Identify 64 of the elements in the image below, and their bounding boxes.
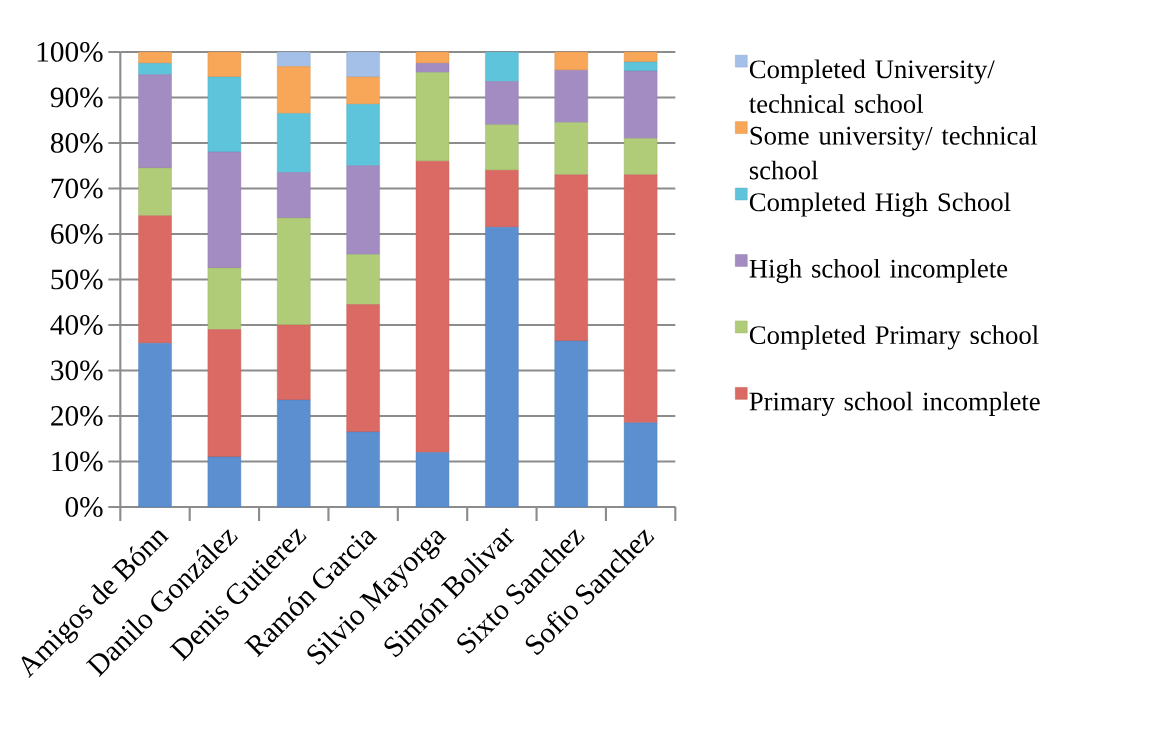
legend-label: High school incomplete: [749, 258, 1008, 284]
legend-label: Primary school incomplete: [749, 391, 1040, 417]
bar: [138, 63, 172, 75]
bar: [277, 113, 311, 173]
y-tick-label: 30%: [51, 360, 103, 381]
bar: [207, 329, 242, 458]
bar: [554, 51, 588, 71]
bar: [346, 51, 380, 78]
y-tick-label: 40%: [50, 315, 103, 335]
bar: [207, 456, 242, 508]
bar: [623, 174, 658, 424]
bar: [346, 304, 380, 433]
bar: [623, 422, 658, 508]
bar: [138, 342, 172, 508]
bar: [138, 74, 172, 169]
bar: [554, 122, 588, 176]
bar: [623, 51, 658, 63]
bar: [207, 151, 242, 269]
bar: [346, 431, 380, 508]
bar: [346, 165, 380, 255]
y-tick-label: 50%: [51, 269, 103, 290]
y-tick-label: 70%: [51, 178, 103, 199]
bar: [485, 81, 519, 125]
bar: [415, 51, 450, 64]
bar: [138, 51, 172, 64]
bar: [554, 174, 588, 342]
bar: [415, 63, 450, 73]
legend-label: Completed University/ technical school: [749, 59, 995, 113]
legend-label: Some university/ technical school: [749, 125, 1038, 180]
bar: [485, 170, 519, 228]
bar: [485, 51, 519, 82]
bar: [415, 72, 450, 162]
bar: [623, 70, 658, 139]
bar: [277, 217, 311, 326]
y-tick-label: 90%: [50, 87, 103, 108]
bar: [138, 215, 172, 344]
y-tick-label: 20%: [51, 406, 103, 426]
y-tick-label: 10%: [52, 451, 103, 472]
legend-label: Completed Primary school: [749, 325, 1039, 350]
y-tick-label: 100%: [37, 42, 103, 62]
bar: [207, 51, 242, 78]
bar: [138, 167, 172, 216]
y-tick-label: 60%: [51, 224, 103, 244]
bar: [415, 452, 450, 508]
legend-label: Completed High School: [749, 192, 1011, 217]
y-tick-label: 80%: [50, 133, 103, 153]
bar: [207, 267, 242, 330]
bar: [346, 104, 380, 166]
bar: [277, 399, 311, 508]
bar: [485, 226, 519, 508]
bar: [623, 61, 658, 72]
bar: [277, 324, 311, 401]
bar: [554, 69, 588, 123]
bar: [277, 66, 311, 114]
bar: [485, 124, 519, 171]
bar: [346, 254, 380, 305]
bar: [277, 172, 311, 219]
bar: [277, 51, 311, 67]
bar: [207, 76, 242, 153]
y-tick-label: 0%: [65, 497, 103, 517]
bar: [623, 138, 658, 176]
bar: [554, 340, 588, 508]
bar: [346, 76, 380, 105]
bar: [415, 160, 450, 453]
